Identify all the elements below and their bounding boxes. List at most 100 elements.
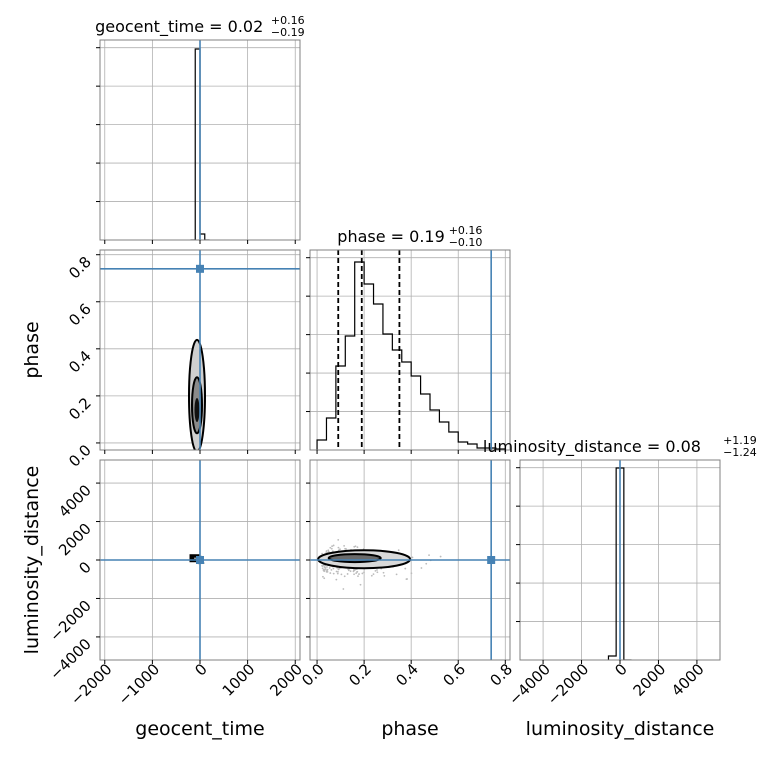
y-axis-label-phase: phase — [21, 321, 43, 378]
scatter-point — [353, 573, 355, 576]
scatter-point — [337, 546, 340, 549]
scatter-point — [337, 570, 339, 573]
truth-marker — [487, 556, 496, 564]
scatter-point — [356, 570, 359, 573]
title-minus: −0.10 — [449, 236, 483, 249]
scatter-point — [363, 571, 365, 574]
scatter-point — [406, 578, 409, 580]
scatter-point — [325, 551, 328, 554]
scatter-point — [354, 568, 357, 571]
data-layer — [100, 40, 632, 660]
scatter-point — [321, 564, 323, 567]
x-tick-label-geocent_time: 0 — [191, 660, 210, 679]
density-core — [194, 398, 200, 422]
scatter-point — [372, 573, 375, 576]
scatter-point — [321, 552, 323, 555]
scatter-point — [343, 544, 346, 547]
y-tick-label-luminosity_distance: 2000 — [55, 520, 95, 560]
scatter-point — [323, 570, 326, 573]
scatter-point — [336, 572, 339, 575]
scatter-point — [323, 566, 326, 568]
x-axis-label-luminosity-distance: luminosity_distance — [526, 718, 715, 740]
scatter-point — [326, 569, 329, 572]
scatter-point — [337, 568, 340, 571]
y-tick-label-phase: 0.2 — [65, 394, 95, 424]
y-tick-label-luminosity_distance: −2000 — [46, 597, 95, 646]
panel-title-geocent_time: geocent_time = 0.02 +0.16−0.19 — [95, 14, 305, 39]
scatter-point — [194, 557, 196, 560]
y-axis-label-luminosity-distance: luminosity_distance — [21, 466, 43, 655]
scatter-point — [359, 583, 362, 586]
scatter-point — [321, 567, 324, 570]
x-tick-label-luminosity_distance: 2000 — [630, 660, 670, 700]
scatter-point — [335, 570, 338, 573]
scatter-point — [428, 554, 430, 557]
frame-layer — [96, 39, 721, 664]
scatter-point — [330, 547, 333, 550]
title-minus: −1.24 — [723, 446, 757, 459]
x-tick-label-luminosity_distance: 0 — [611, 660, 630, 679]
scatter-point — [335, 578, 338, 581]
scatter-point — [344, 547, 346, 550]
scatter-point — [352, 570, 355, 573]
scatter-point — [329, 546, 332, 549]
title-main: phase = 0.19 — [337, 227, 444, 246]
title-plus: +0.16 — [271, 14, 305, 27]
histogram-luminosity_distance — [607, 467, 632, 660]
scatter-point — [411, 556, 414, 559]
scatter-point — [343, 575, 346, 578]
scatter-point — [355, 572, 358, 575]
scatter-point — [425, 562, 428, 565]
scatter-point — [410, 572, 413, 575]
scatter-point — [332, 544, 335, 547]
y-tick-label-luminosity_distance: 0 — [75, 558, 94, 577]
x-tick-label-geocent_time: 1000 — [219, 660, 259, 700]
scatter-point — [330, 568, 333, 571]
y-tick-label-phase: 0.4 — [65, 347, 95, 377]
y-tick-label-phase: 0.8 — [65, 253, 95, 283]
scatter-point — [328, 567, 331, 569]
scatter-point — [322, 575, 324, 578]
panel-data-phase-luminosity_distance — [310, 460, 510, 660]
scatter-point — [370, 574, 373, 577]
x-tick-label-phase: 0.2 — [345, 660, 375, 690]
title-minus: −0.19 — [271, 26, 305, 39]
scatter-point — [327, 549, 330, 552]
scatter-point — [349, 570, 352, 573]
title-main: luminosity_distance = 0.08 — [483, 437, 701, 457]
x-tick-label-luminosity_distance: 4000 — [668, 660, 708, 700]
scatter-point — [374, 569, 377, 572]
scatter-point — [326, 566, 328, 568]
scatter-point — [395, 573, 398, 576]
scatter-point — [331, 545, 333, 548]
x-tick-label-luminosity_distance: −4000 — [505, 660, 554, 709]
x-tick-label-phase: 0.8 — [487, 660, 517, 690]
scatter-point — [358, 573, 360, 575]
panel-data-geocent_time-geocent_time — [190, 40, 210, 240]
x-axis-label-phase: phase — [381, 718, 438, 740]
x-tick-label-phase: 0.6 — [439, 660, 469, 690]
scatter-point — [439, 555, 442, 558]
x-tick-label-phase: 0.0 — [298, 660, 328, 690]
scatter-point — [346, 573, 349, 575]
title-plus: +1.19 — [723, 434, 757, 447]
scatter-point — [342, 588, 345, 590]
scatter-point — [340, 573, 343, 576]
contour-inner — [327, 553, 382, 564]
scatter-point — [404, 567, 407, 570]
scatter-point — [357, 575, 359, 578]
panel-data-luminosity_distance-luminosity_distance — [607, 460, 632, 660]
scatter-point — [323, 568, 325, 571]
scatter-point — [420, 567, 423, 569]
title-plus: +0.16 — [449, 224, 483, 237]
scatter-point — [337, 538, 340, 541]
y-tick-label-phase: 0.0 — [65, 441, 95, 471]
truth-marker — [196, 264, 204, 273]
scatter-point — [356, 546, 359, 549]
x-axis-label-geocent-time: geocent_time — [135, 718, 264, 740]
scatter-point — [376, 571, 379, 574]
histogram-phase — [316, 261, 506, 450]
title-main: geocent_time = 0.02 — [95, 17, 263, 37]
scatter-point — [361, 572, 364, 575]
